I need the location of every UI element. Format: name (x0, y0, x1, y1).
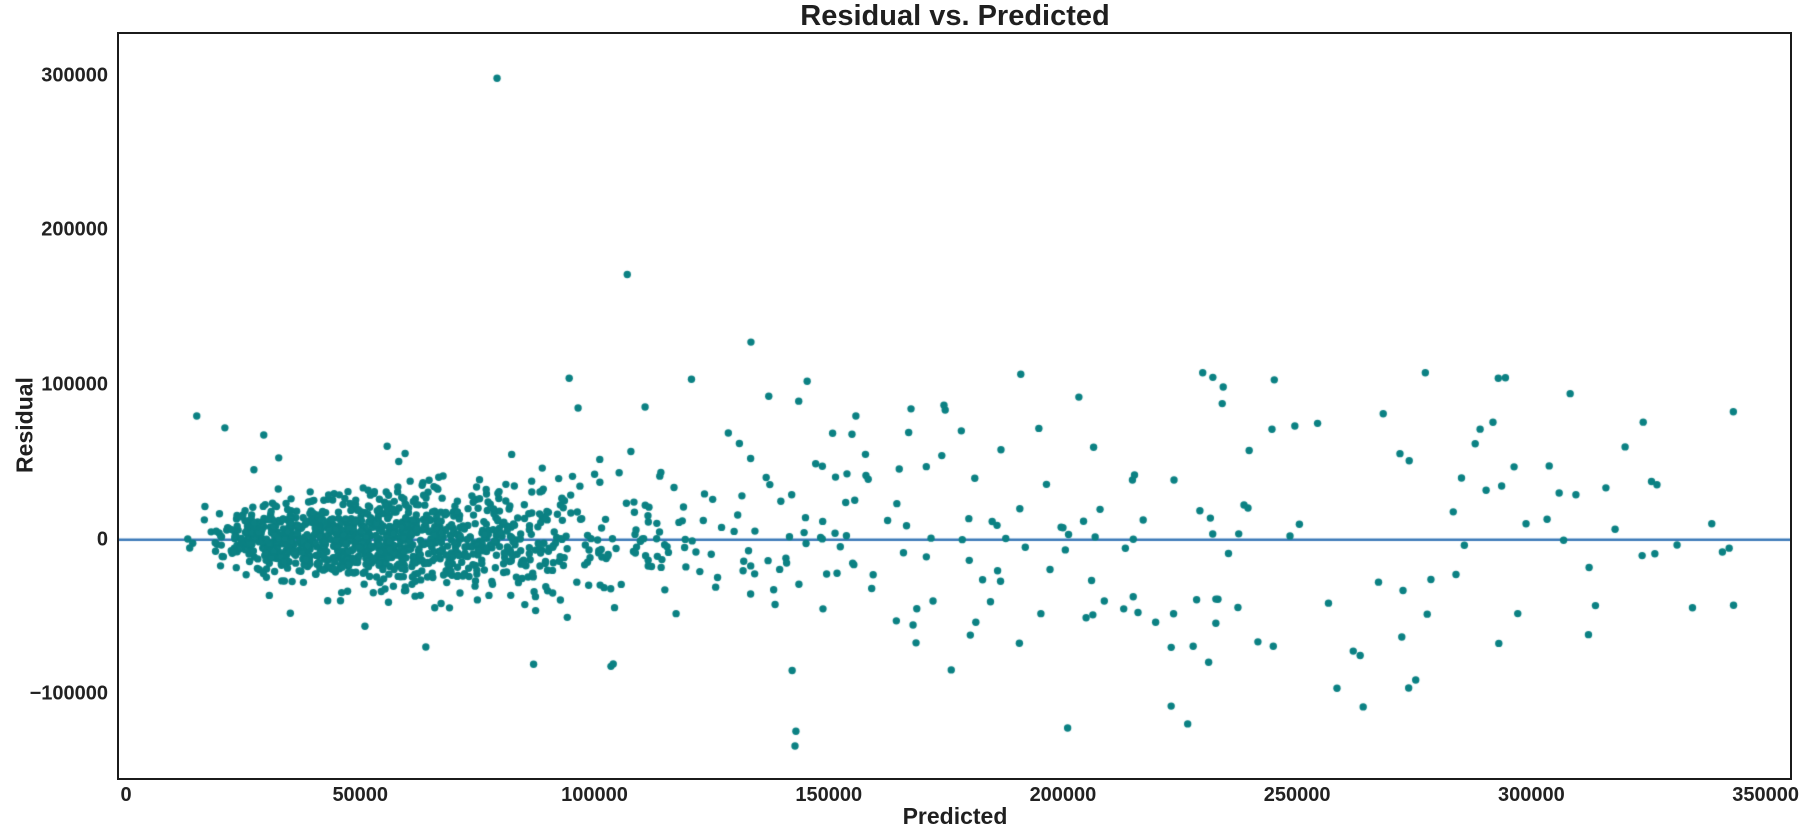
y-tick-label: 300000 (41, 64, 108, 87)
y-axis-label: Residual (11, 377, 38, 473)
x-axis-label: Predicted (902, 803, 1008, 829)
plot-area (117, 32, 1792, 780)
y-tick-label: 100000 (41, 373, 108, 396)
x-tick-label: 250000 (1263, 784, 1331, 806)
x-tick-label: 350000 (1732, 784, 1799, 806)
y-tick-label: 0 (96, 528, 108, 551)
x-tick-label: 50000 (332, 784, 389, 806)
y-tick-label: 200000 (41, 218, 108, 241)
x-tick-label: 0 (120, 784, 132, 806)
scatter-canvas (119, 34, 1790, 778)
x-tick-label: 150000 (795, 784, 863, 806)
x-tick-label: 200000 (1029, 784, 1097, 806)
x-tick-label: 100000 (561, 784, 628, 806)
y-tick-label: −100000 (29, 682, 108, 705)
x-tick-label: 300000 (1498, 784, 1565, 806)
chart-title: Residual vs. Predicted (800, 0, 1110, 32)
